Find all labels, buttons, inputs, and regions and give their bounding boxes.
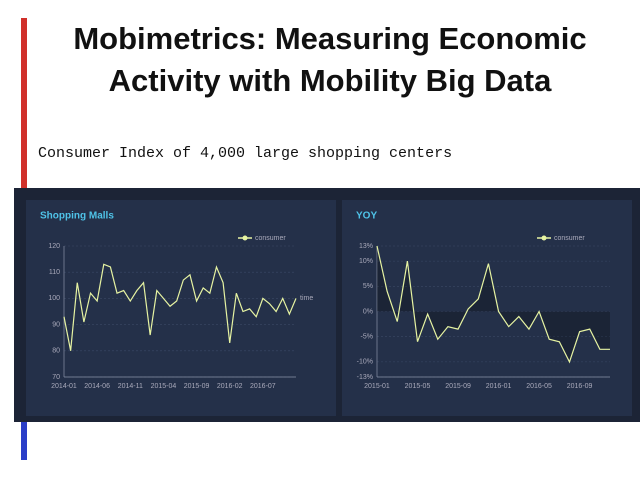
x-tick-label: 2015-01 bbox=[364, 383, 390, 390]
x-tick-label: 2016-02 bbox=[217, 383, 243, 390]
y-tick-label: -13% bbox=[357, 374, 373, 381]
panel bbox=[342, 200, 632, 416]
accent-bar bbox=[21, 402, 27, 460]
x-tick-label: 2015-04 bbox=[151, 383, 177, 390]
y-tick-label: 120 bbox=[48, 243, 60, 250]
y-tick-label: 13% bbox=[359, 243, 373, 250]
line bbox=[63, 263, 297, 351]
x-tick-label: 2015-09 bbox=[184, 383, 210, 390]
y-tick-label: 5% bbox=[363, 283, 373, 290]
y-tick-label: 70 bbox=[52, 374, 60, 381]
panel-title: YOY bbox=[356, 211, 377, 222]
line bbox=[376, 245, 610, 364]
x-tick-label: 2015-05 bbox=[405, 383, 431, 390]
panel-title: Shopping Malls bbox=[40, 211, 114, 222]
y-tick-label: 0% bbox=[363, 308, 373, 315]
y-tick-label: 110 bbox=[49, 269, 60, 276]
x-tick-label: 2016-01 bbox=[486, 383, 512, 390]
x-tick-label: 2016-07 bbox=[250, 383, 276, 390]
panel bbox=[26, 200, 336, 416]
legend-label: consumer bbox=[255, 235, 286, 242]
slide-title: Mobimetrics: Measuring Economic Activity… bbox=[73, 21, 587, 98]
legend-swatch bbox=[242, 235, 248, 241]
legend-label: consumer bbox=[554, 235, 585, 242]
x-tick-label: 2014-11 bbox=[118, 383, 143, 390]
y-tick-label: -10% bbox=[357, 359, 373, 366]
x-tick-label: 2016-05 bbox=[526, 383, 552, 390]
x-tick-label: 2014-06 bbox=[84, 383, 110, 390]
x-tick-label: 2016-09 bbox=[567, 383, 593, 390]
dashboard: Shopping Malls 70 80 90 100 110 120 2014-01 2014… bbox=[14, 188, 640, 422]
y-tick-label: 90 bbox=[52, 321, 60, 328]
y-tick-label: 100 bbox=[48, 295, 60, 302]
slide-subtitle: Consumer Index of 4,000 large shopping c… bbox=[38, 145, 453, 162]
x-tick-label: 2015-09 bbox=[445, 383, 471, 390]
y-tick-label: -5% bbox=[361, 334, 373, 341]
x-axis-label: time bbox=[300, 295, 313, 302]
area bbox=[377, 246, 610, 362]
y-tick-label: 10% bbox=[359, 258, 373, 265]
x-tick-label: 2014-01 bbox=[51, 383, 77, 390]
legend-swatch bbox=[541, 235, 547, 241]
y-tick-label: 80 bbox=[52, 348, 60, 355]
